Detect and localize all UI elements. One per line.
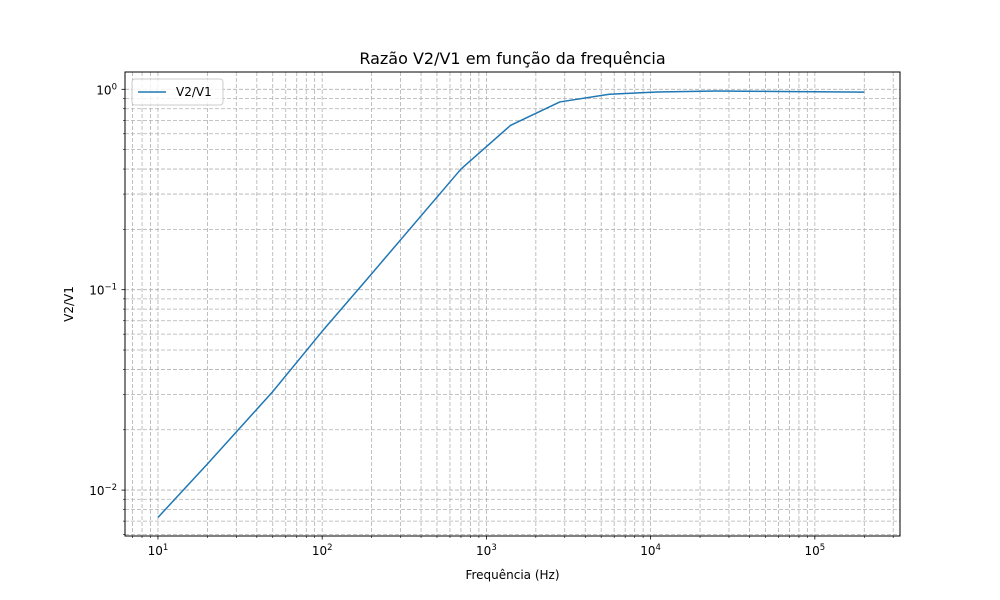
series-line-v2-v1 bbox=[157, 90, 865, 518]
x-tick-label: 103 bbox=[476, 543, 497, 558]
chart-title: Razão V2/V1 em função da frequência bbox=[359, 49, 665, 68]
y-tick-label: 100 bbox=[96, 82, 117, 97]
legend-label: V2/V1 bbox=[176, 85, 212, 99]
x-tick-label: 102 bbox=[312, 543, 333, 558]
x-tick-label: 105 bbox=[804, 543, 825, 558]
y-axis-label: V2/V1 bbox=[62, 286, 76, 322]
x-axis-label: Frequência (Hz) bbox=[465, 568, 559, 582]
y-tick-label: 10−1 bbox=[89, 283, 117, 298]
legend-box bbox=[131, 78, 224, 106]
ticks: 101 102 103 104 105 10−2 10−1 100 bbox=[89, 82, 894, 558]
legend: V2/V1 bbox=[131, 78, 224, 106]
plot-frame bbox=[124, 71, 901, 537]
y-tick-label: 10−2 bbox=[89, 483, 117, 498]
x-tick-label: 101 bbox=[148, 543, 169, 558]
x-tick-label: 104 bbox=[640, 543, 661, 558]
grid bbox=[125, 72, 900, 536]
series-layer bbox=[157, 90, 865, 518]
